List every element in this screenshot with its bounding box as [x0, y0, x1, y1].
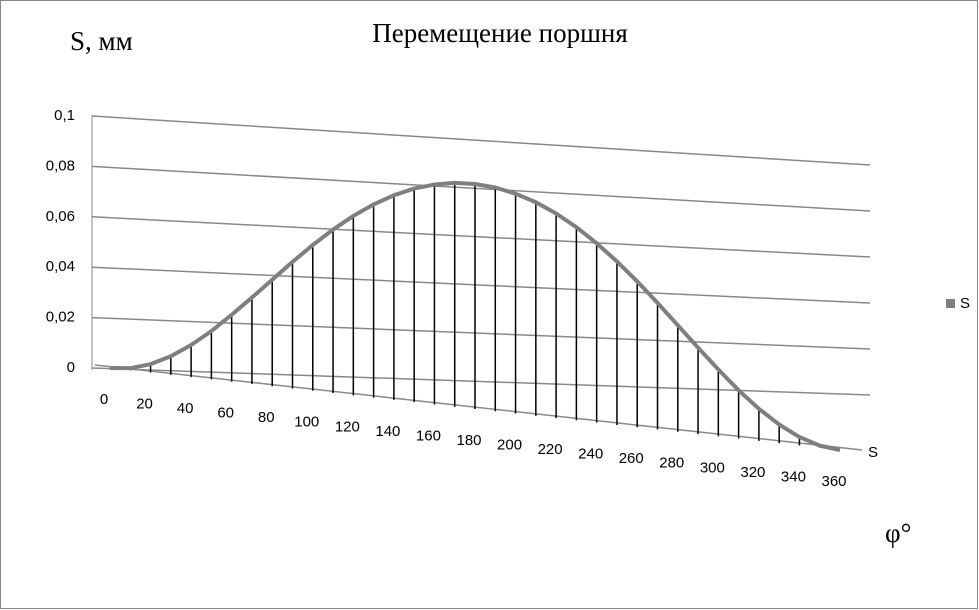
x-tick-label: 0 — [100, 391, 108, 408]
x-axis-line — [94, 364, 863, 451]
y-tick-label: 0,1 — [54, 107, 75, 124]
x-tick-label: 360 — [821, 473, 846, 490]
x-tick-label: 20 — [136, 396, 153, 413]
x-tick-label: 320 — [740, 464, 765, 481]
chart-title: Перемещение поршня — [372, 18, 628, 48]
grid-line — [91, 266, 871, 304]
x-tick-label: 80 — [258, 409, 275, 426]
depth-axis-label: S — [868, 444, 878, 461]
x-tick-label: 180 — [456, 432, 481, 449]
y-tick-label: 0,08 — [46, 157, 75, 174]
x-tick-label: 40 — [177, 400, 194, 417]
legend-swatch — [946, 299, 955, 308]
x-tick-label: 340 — [781, 468, 806, 485]
x-tick-label: 140 — [375, 423, 400, 440]
x-axis-label: φ° — [885, 518, 911, 548]
y-tick-label: 0 — [67, 359, 75, 376]
x-tick-label: 240 — [578, 446, 603, 463]
grid-line — [91, 216, 871, 258]
x-tick-label: 60 — [217, 405, 234, 422]
grid-line — [91, 165, 871, 212]
y-axis-label: S, мм — [70, 26, 133, 56]
x-tick-label: 260 — [619, 450, 644, 467]
x-tick-label: 300 — [700, 459, 725, 476]
y-tick-label: 0,02 — [46, 309, 75, 326]
x-tick-label: 160 — [416, 427, 441, 444]
x-tick-label: 220 — [538, 441, 563, 458]
x-tick-label: 120 — [335, 418, 360, 435]
x-tick-label: 100 — [294, 414, 319, 431]
grid-line — [91, 115, 871, 166]
series-line — [109, 180, 841, 452]
y-tick-label: 0,04 — [46, 258, 75, 275]
x-tick-label: 280 — [659, 455, 684, 472]
y-tick-label: 0,06 — [46, 208, 75, 225]
legend-label: S — [960, 295, 970, 312]
x-tick-label: 200 — [497, 437, 522, 454]
